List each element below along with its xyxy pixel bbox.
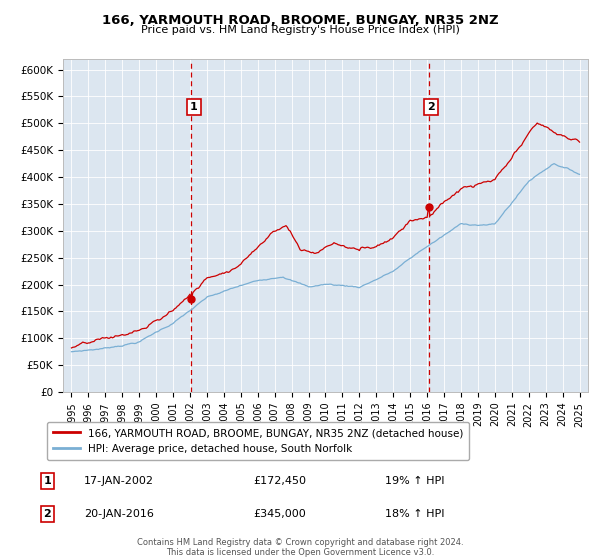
Text: 19% ↑ HPI: 19% ↑ HPI <box>385 476 445 486</box>
Text: 166, YARMOUTH ROAD, BROOME, BUNGAY, NR35 2NZ: 166, YARMOUTH ROAD, BROOME, BUNGAY, NR35… <box>101 14 499 27</box>
Text: Contains HM Land Registry data © Crown copyright and database right 2024.
This d: Contains HM Land Registry data © Crown c… <box>137 538 463 557</box>
Text: 2: 2 <box>427 102 435 112</box>
Text: 1: 1 <box>190 102 198 112</box>
Legend: 166, YARMOUTH ROAD, BROOME, BUNGAY, NR35 2NZ (detached house), HPI: Average pric: 166, YARMOUTH ROAD, BROOME, BUNGAY, NR35… <box>47 422 469 460</box>
Text: 20-JAN-2016: 20-JAN-2016 <box>84 509 154 519</box>
Text: £172,450: £172,450 <box>253 476 306 486</box>
Text: 1: 1 <box>43 476 51 486</box>
Text: 17-JAN-2002: 17-JAN-2002 <box>84 476 154 486</box>
Text: £345,000: £345,000 <box>253 509 306 519</box>
Text: 18% ↑ HPI: 18% ↑ HPI <box>385 509 445 519</box>
Text: 2: 2 <box>43 509 51 519</box>
Text: Price paid vs. HM Land Registry's House Price Index (HPI): Price paid vs. HM Land Registry's House … <box>140 25 460 35</box>
